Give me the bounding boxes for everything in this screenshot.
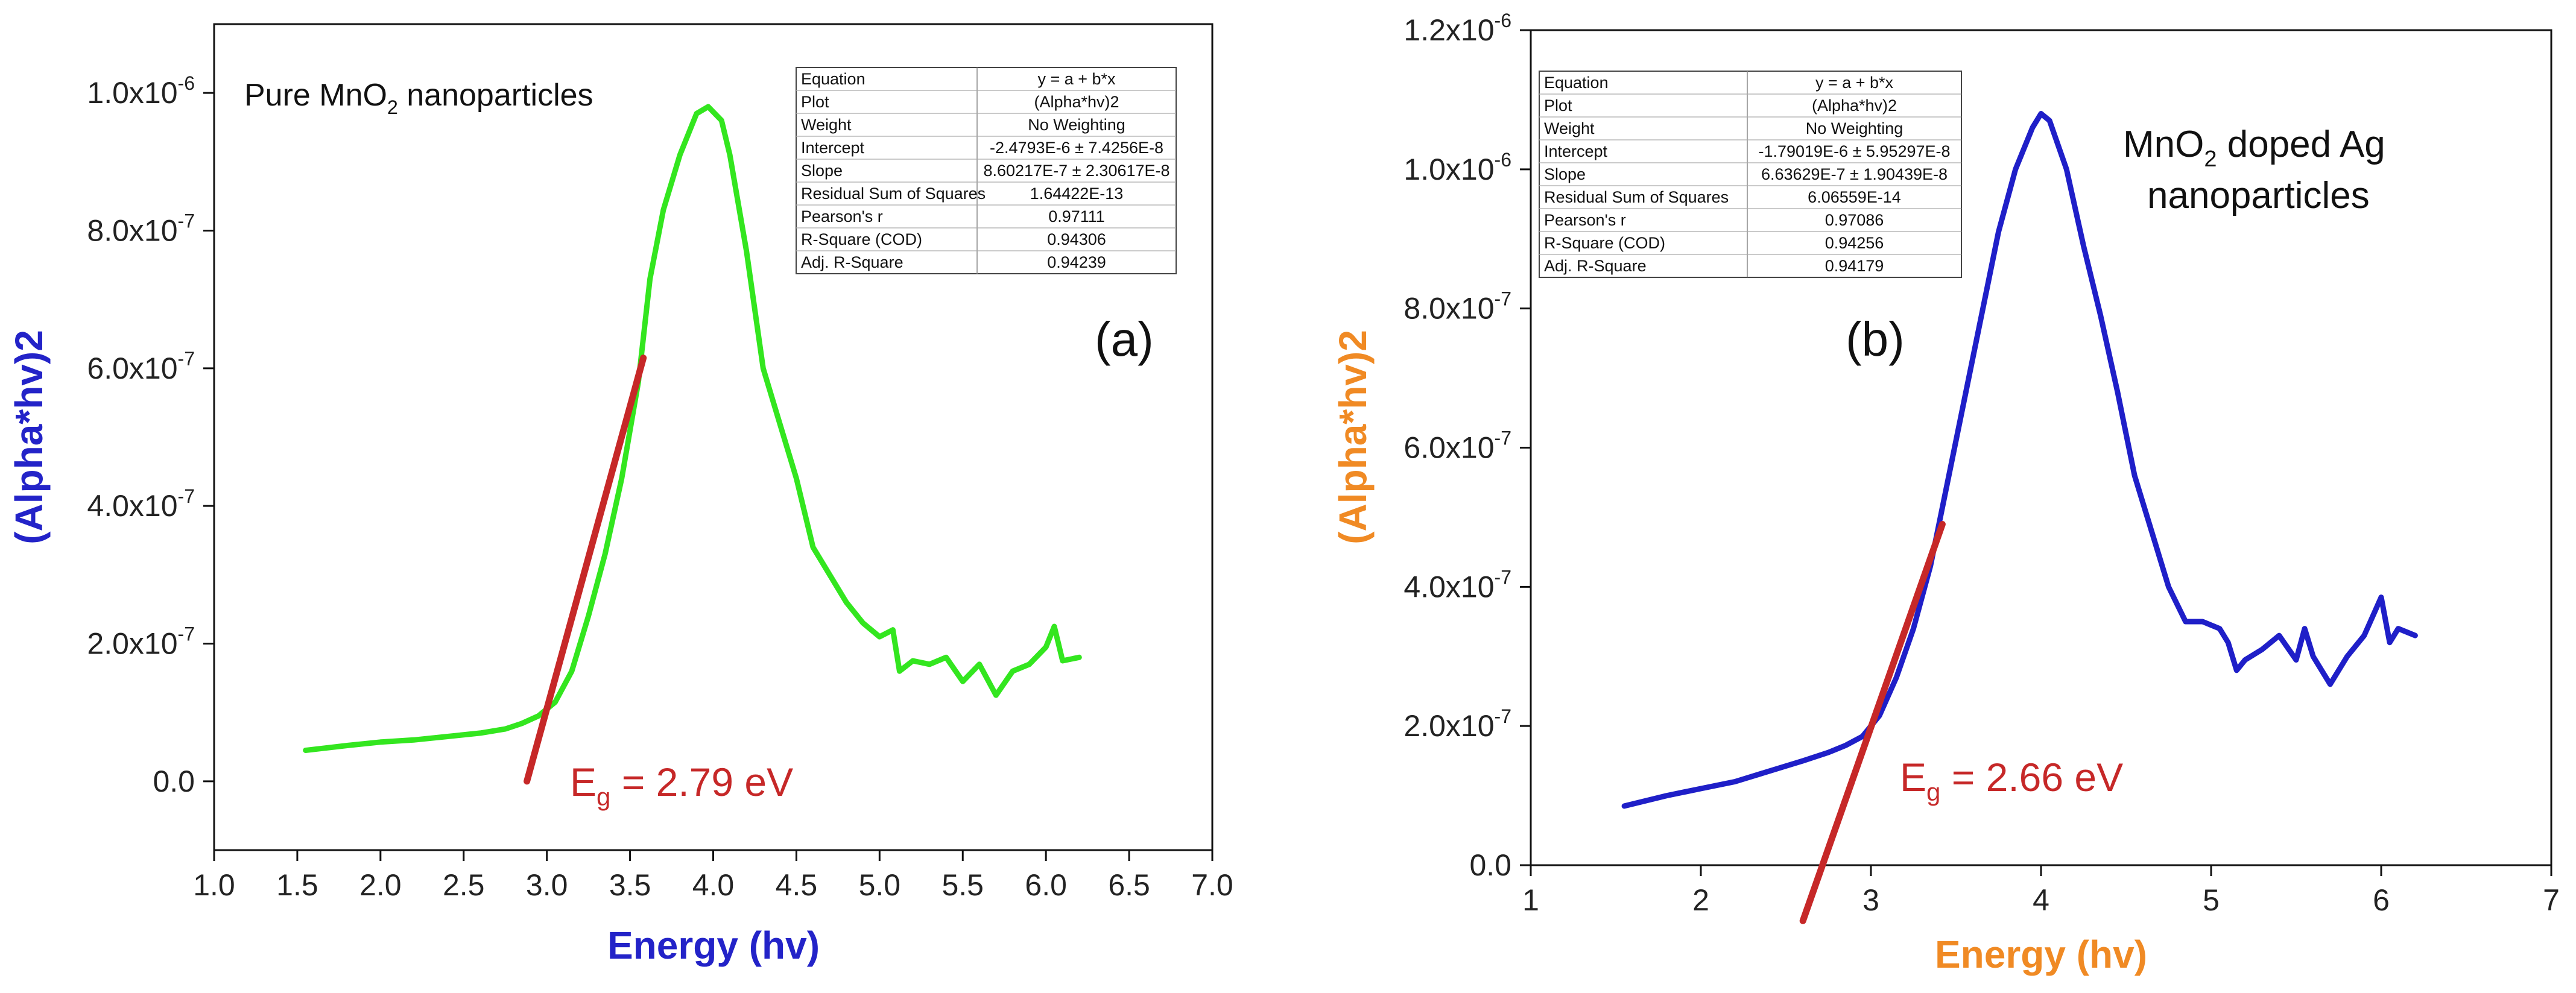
fit-table-value: 6.06559E-14 (1808, 188, 1901, 206)
fit-table-value: 0.94256 (1825, 234, 1884, 252)
y-tick-label: 1.0x10-6 (1404, 149, 1511, 186)
fit-table: Equation y = a + b*x Plot (Alpha*hv)2 Weight… (796, 67, 1177, 274)
fit-table-value: (Alpha*hv)2 (1034, 93, 1119, 111)
x-tick-label: 5.0 (859, 868, 901, 902)
fit-table-key: Intercept (1544, 142, 1608, 160)
panel-title-line2: nanoparticles (2147, 175, 2370, 216)
y-axis-label: (Alpha*hv)2 (7, 330, 51, 544)
y-tick-label: 0.0 (153, 764, 195, 798)
fit-table-value: 0.97111 (1048, 207, 1105, 225)
y-tick-label: 8.0x10-7 (1404, 288, 1511, 326)
x-tick-label: 5 (2203, 883, 2220, 917)
fit-table-key: Weight (801, 116, 852, 134)
fit-table-value: y = a + b*x (1037, 70, 1116, 88)
x-tick-label: 4.5 (776, 868, 818, 902)
y-tick-label: 0.0 (1469, 848, 1511, 882)
fit-table-key: Weight (1544, 119, 1595, 137)
x-tick-labels: 1.0 1.5 2.0 2.5 3.0 3.5 4.0 4.5 5.0 5.5 6.0 6.5 7.0 (193, 850, 1233, 902)
fit-table-value: 1.64422E-13 (1030, 184, 1124, 203)
fit-table-border (796, 67, 1177, 274)
series-group (1621, 111, 2418, 924)
panel-letter: (a) (1095, 312, 1154, 366)
fit-table-value: No Weighting (1806, 119, 1904, 137)
absorption-curve (1621, 111, 2418, 809)
x-tick-label: 1.0 (193, 868, 235, 902)
chart-panel-a: 1.0 1.5 2.0 2.5 3.0 3.5 4.0 4.5 5.0 5.5 6.0 6.5 7.0 … (7, 23, 1233, 967)
fit-table-key: Residual Sum of Squares (801, 184, 986, 203)
x-tick-label: 2.0 (359, 868, 402, 902)
x-tick-label: 6.0 (1025, 868, 1067, 902)
fit-table-value: 0.94306 (1047, 230, 1106, 248)
x-tick-label: 1 (1522, 883, 1539, 917)
y-tick-label: 2.0x10-7 (1404, 705, 1511, 743)
fit-table-key: R-Square (COD) (801, 230, 922, 248)
y-axis-label: (Alpha*hv)2 (1331, 330, 1375, 544)
fit-table-value: 0.94239 (1047, 253, 1106, 271)
x-tick-label: 3 (1862, 883, 1879, 917)
x-tick-label: 1.5 (276, 868, 318, 902)
fit-table-value: -1.79019E-6 ± 5.95297E-8 (1758, 142, 1950, 160)
y-tick-label: 1.2x10-6 (1404, 10, 1511, 47)
panel-title: Pure MnO2 nanoparticles (244, 78, 593, 118)
fit-table-value: -2.4793E-6 ± 7.4256E-8 (990, 139, 1163, 157)
x-tick-label: 6 (2373, 883, 2390, 917)
x-axis-label: Energy (hv) (1935, 933, 2147, 976)
fit-table: Equation y = a + b*x Plot (Alpha*hv)2 Weight… (1539, 71, 1962, 278)
fit-table-key: Slope (801, 162, 843, 180)
x-tick-label: 4.0 (692, 868, 735, 902)
fit-table-key: Equation (1544, 74, 1609, 92)
y-tick-label: 2.0x10-7 (87, 623, 195, 661)
y-tick-label: 1.0x10-6 (87, 72, 195, 110)
fit-table-key: R-Square (COD) (1544, 234, 1665, 252)
x-tick-labels: 1 2 3 4 5 6 7 (1522, 865, 2560, 917)
bandgap-annotation: Eg = 2.79 eV (570, 760, 793, 811)
x-tick-label: 7 (2543, 883, 2560, 917)
fit-table-key: Plot (1544, 96, 1572, 115)
x-tick-label: 3.0 (526, 868, 568, 902)
y-tick-label: 4.0x10-7 (87, 485, 195, 523)
y-tick-label: 6.0x10-7 (87, 348, 195, 385)
y-tick-labels: 0.0 2.0x10-7 4.0x10-7 6.0x10-7 8.0x10-7 1.0x1… (87, 72, 214, 798)
fit-table-value: 6.63629E-7 ± 1.90439E-8 (1761, 165, 1948, 183)
fit-table-key: Adj. R-Square (801, 253, 903, 271)
absorption-curve (303, 104, 1082, 753)
x-tick-label: 2.5 (443, 868, 485, 902)
fit-table-key: Residual Sum of Squares (1544, 188, 1729, 206)
fit-table-value: 8.60217E-7 ± 2.30617E-8 (983, 162, 1169, 180)
fit-table-value: 0.97086 (1825, 211, 1884, 229)
fit-table-key: Pearson's r (1544, 211, 1626, 229)
fit-table-key: Pearson's r (801, 207, 883, 225)
y-tick-label: 6.0x10-7 (1404, 427, 1511, 465)
x-tick-label: 2 (1692, 883, 1709, 917)
bandgap-annotation: Eg = 2.66 eV (1900, 755, 2123, 806)
x-tick-label: 7.0 (1191, 868, 1233, 902)
fit-table-key: Intercept (801, 139, 865, 157)
fit-table-key: Adj. R-Square (1544, 257, 1647, 275)
series-group (303, 104, 1082, 785)
fit-table-value: (Alpha*hv)2 (1812, 96, 1897, 115)
x-tick-label: 6.5 (1108, 868, 1150, 902)
y-tick-labels: 0.0 2.0x10-7 4.0x10-7 6.0x10-7 8.0x10-7 1.0x1… (1404, 10, 1531, 882)
fit-table-key: Plot (801, 93, 829, 111)
x-tick-label: 3.5 (609, 868, 651, 902)
fit-table-border (1539, 71, 1962, 278)
linear-fit-line (1799, 521, 1946, 924)
fit-table-key: Slope (1544, 165, 1586, 183)
x-axis-label: Energy (hv) (607, 924, 820, 967)
fit-table-value: No Weighting (1028, 116, 1125, 134)
chart-panel-b: 1 2 3 4 5 6 7 0.0 2.0x10-7 4.0x10-7 6.0x10-7 8.0x1… (1331, 10, 2560, 976)
y-tick-label: 8.0x10-7 (87, 210, 195, 248)
fit-table-value: y = a + b*x (1815, 74, 1894, 92)
panel-letter: (b) (1846, 312, 1905, 366)
fit-table-value: 0.94179 (1825, 257, 1884, 275)
x-tick-label: 4 (2033, 883, 2049, 917)
linear-fit-line (524, 355, 647, 785)
x-tick-label: 5.5 (941, 868, 984, 902)
panel-title-line1: MnO2 doped Ag (2123, 124, 2385, 172)
y-tick-label: 4.0x10-7 (1404, 566, 1511, 604)
fit-table-key: Equation (801, 70, 866, 88)
